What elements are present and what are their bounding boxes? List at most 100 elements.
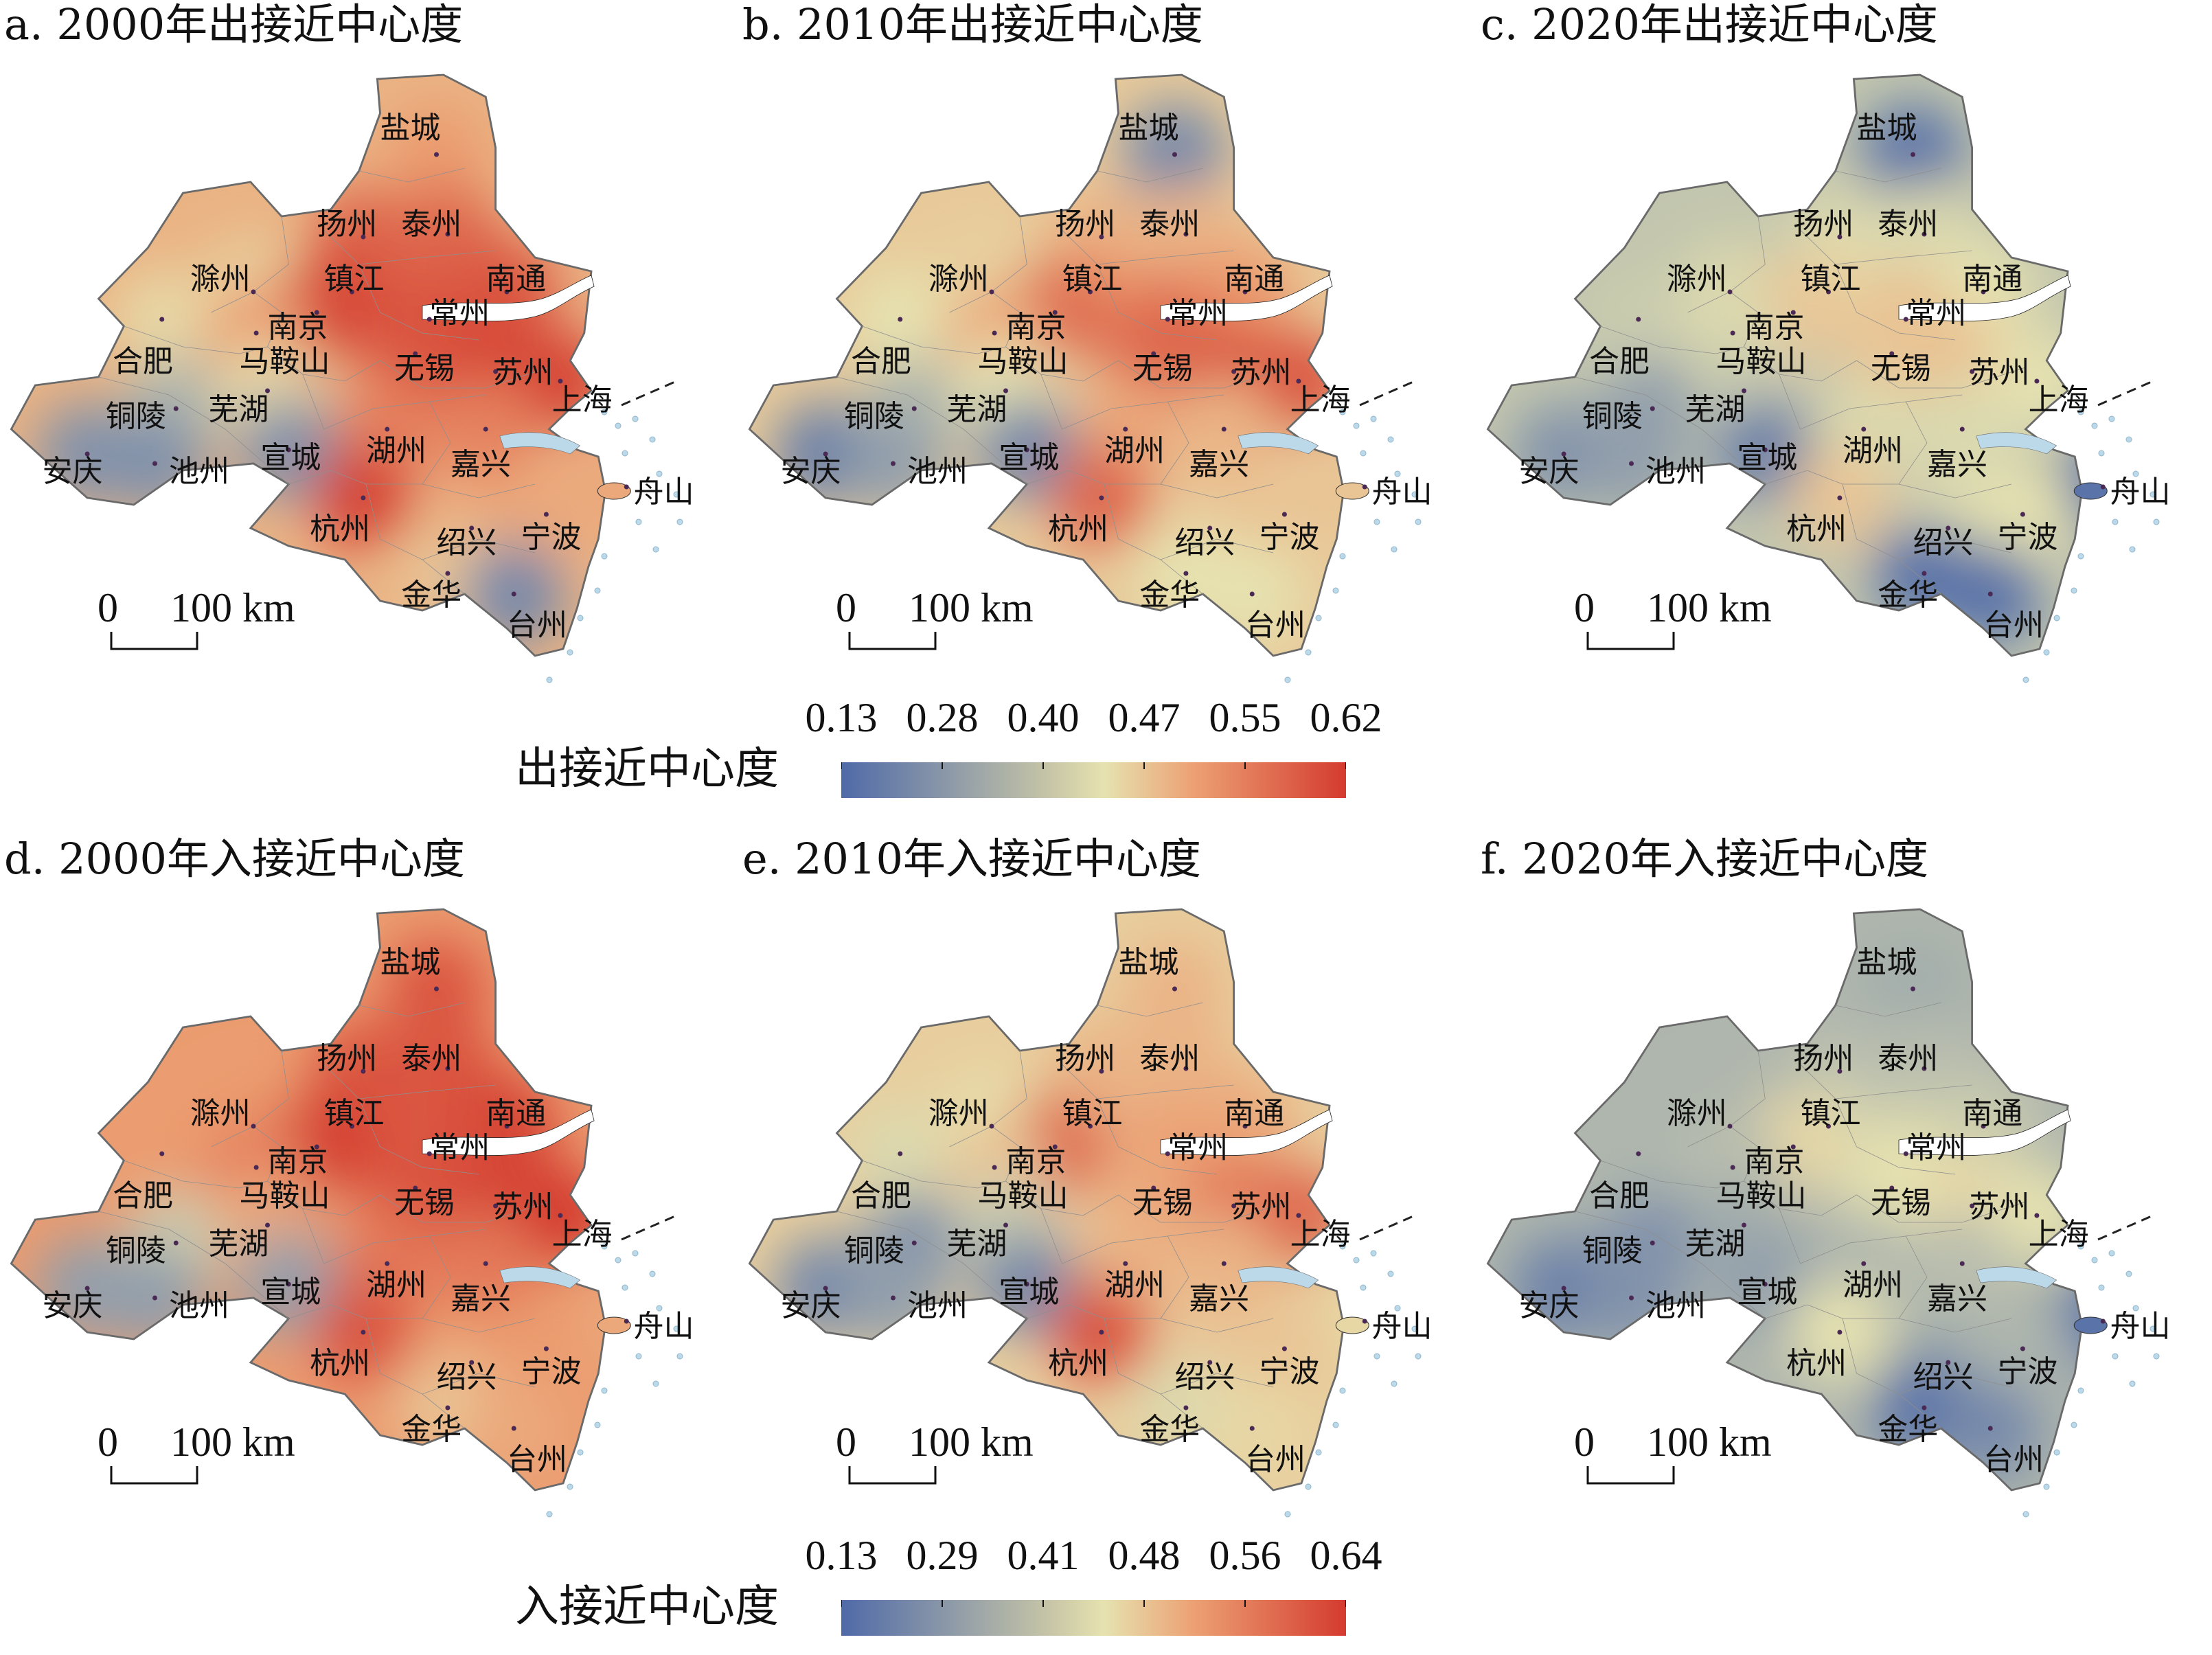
city-label: 金华 — [401, 578, 461, 613]
city-dot — [1650, 406, 1655, 411]
city-label: 上海 — [2029, 383, 2089, 418]
prefecture-boundary — [1899, 1319, 2011, 1332]
scale-distance: 100 km — [909, 1419, 1034, 1465]
prefecture-boundary — [1688, 292, 1731, 312]
island — [632, 415, 639, 422]
city-dot — [1249, 591, 1255, 597]
city-dot — [1837, 1069, 1843, 1074]
city-dot — [413, 351, 418, 356]
prefecture-boundary — [212, 1126, 254, 1147]
city-label: 滁州 — [1667, 1096, 1727, 1131]
city-label: 盐城 — [380, 111, 441, 146]
city-dot — [1207, 525, 1213, 531]
prefecture-boundary — [1097, 168, 1203, 182]
panel-title: c. 2020年出接近中心度 — [1481, 0, 1938, 49]
city-label: 金华 — [401, 1412, 461, 1447]
island — [601, 1243, 608, 1250]
city-dot — [1123, 1261, 1128, 1266]
hangzhou-bay — [1238, 1267, 1319, 1288]
city-dot — [159, 1151, 165, 1156]
scale-line — [110, 632, 198, 650]
prefecture-boundary — [992, 216, 1119, 381]
island — [2108, 1250, 2115, 1257]
island — [2022, 1511, 2029, 1518]
island — [2071, 1422, 2077, 1428]
prefecture-boundary — [380, 1195, 549, 1222]
city-dot — [350, 1123, 354, 1129]
island — [635, 518, 642, 525]
prefecture-boundary — [1041, 1209, 1224, 1264]
city-dot — [1837, 495, 1843, 501]
city-label: 常州 — [429, 1130, 490, 1165]
city-label: 绍兴 — [1175, 525, 1235, 560]
hangzhou-bay — [1976, 1267, 2057, 1288]
scale-zero: 0 — [1574, 1419, 1595, 1465]
city-dot — [1970, 369, 1975, 374]
prefecture-boundary — [324, 1064, 496, 1099]
city-label: 池州 — [1645, 454, 1706, 489]
island — [2053, 615, 2060, 621]
prefecture-boundary — [1730, 216, 1857, 381]
city-label: 马鞍山 — [1716, 1178, 1807, 1213]
city-label: 铜陵 — [1582, 399, 1643, 434]
prefecture-boundary — [380, 361, 549, 388]
city-label: 嘉兴 — [451, 447, 511, 482]
prefecture-boundary — [1765, 402, 1927, 484]
city-dot — [483, 1261, 488, 1266]
city-label: 无锡 — [1871, 351, 1931, 386]
prefecture-boundary — [1161, 1394, 1203, 1428]
scale-bar: 0 100 km — [1574, 585, 1772, 650]
city-label: 镇江 — [324, 1096, 385, 1131]
city-label: 芜湖 — [208, 1226, 269, 1262]
city-label: 南京 — [1006, 1144, 1067, 1179]
city-dot — [1889, 1185, 1895, 1191]
city-label: 合肥 — [113, 344, 173, 379]
prefecture-boundary — [950, 1126, 992, 1147]
island — [1284, 1511, 1291, 1518]
city-dot — [1959, 426, 1965, 432]
island — [2077, 1387, 2084, 1394]
city-label: 宁波 — [1998, 520, 2058, 555]
city-dot — [1762, 447, 1768, 453]
city-dot — [173, 406, 179, 411]
city-dot — [1165, 317, 1170, 322]
prefecture-boundary — [992, 1051, 1119, 1215]
city-dot — [1742, 388, 1746, 393]
island — [1415, 1353, 1422, 1360]
legend-tick-label: 0.47 — [1108, 695, 1181, 740]
city-dot — [1636, 1151, 1641, 1156]
city-label: 湖州 — [1104, 433, 1165, 468]
city-dot — [1837, 1329, 1843, 1335]
sea-boundary — [1359, 1214, 1415, 1241]
city-label: 苏州 — [493, 1189, 554, 1224]
sea-boundary — [621, 1214, 677, 1241]
city-label: 上海 — [2029, 1217, 2089, 1252]
yangtze-estuary — [422, 275, 594, 321]
prefecture-boundary — [212, 292, 254, 312]
prefecture-boundary — [1801, 230, 1972, 264]
island — [2077, 1243, 2084, 1250]
city-label: 湖州 — [1843, 433, 1903, 468]
city-label: 扬州 — [1055, 1041, 1115, 1076]
prefecture-boundary — [950, 292, 992, 312]
city-label: 绍兴 — [437, 525, 497, 560]
city-label: 绍兴 — [437, 1360, 497, 1395]
ramp-fill — [841, 1600, 1346, 1636]
island — [594, 1422, 601, 1428]
city-dot — [1911, 986, 1915, 992]
city-dot — [1636, 317, 1641, 322]
city-label: 盐城 — [1119, 945, 1179, 980]
city-label: 盐城 — [1857, 945, 1917, 980]
city-label: 泰州 — [401, 1041, 461, 1076]
city-dot — [1903, 1151, 1908, 1156]
city-label: 南京 — [268, 1144, 328, 1179]
city-label: 嘉兴 — [1189, 1281, 1249, 1316]
city-dot — [1099, 1069, 1104, 1074]
panel-title: b. 2010年出接近中心度 — [742, 0, 1203, 49]
city-label: 苏州 — [1231, 355, 1292, 390]
city-label: 宣城 — [260, 440, 321, 475]
city-dot — [2100, 1319, 2106, 1324]
island — [1332, 1422, 1339, 1428]
city-label: 宁波 — [1259, 520, 1320, 555]
island — [649, 1270, 656, 1277]
